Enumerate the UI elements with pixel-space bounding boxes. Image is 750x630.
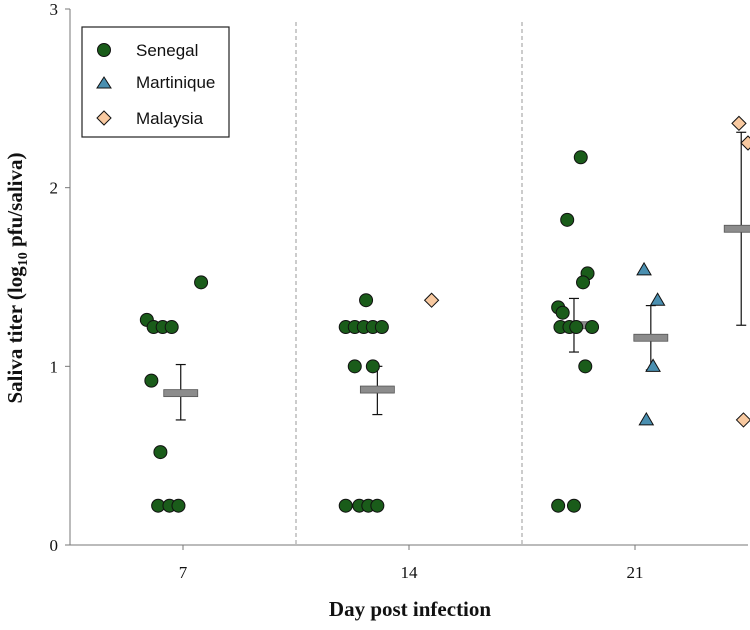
data-point-martinique [638, 411, 655, 426]
data-point-malaysia [731, 115, 747, 132]
y-axis-title: Saliva titer (log10 pfu/saliva) [3, 152, 31, 403]
data-point-senegal [578, 359, 593, 374]
legend: Senegal Martinique Malaysia [81, 26, 230, 138]
data-point-senegal [365, 359, 380, 374]
data-point-senegal [359, 293, 374, 308]
data-point-senegal [560, 212, 575, 227]
x-tick-label: 21 [627, 563, 644, 582]
data-point-senegal [585, 320, 600, 335]
y-tick-label: 1 [50, 357, 59, 376]
data-point-martinique [636, 261, 652, 276]
mean-bar [359, 385, 395, 394]
data-point-senegal [374, 320, 389, 335]
x-tick-label: 14 [401, 563, 419, 582]
data-point-senegal [347, 359, 362, 374]
data-point-senegal [555, 305, 570, 320]
summary-stats [163, 131, 750, 421]
x-ticks: 7 14 21 [179, 545, 644, 582]
legend-marker-martinique [96, 76, 112, 89]
data-point-malaysia [423, 292, 440, 308]
mean-bar [163, 389, 199, 398]
data-point-senegal [338, 498, 353, 513]
data-point-malaysia [740, 135, 750, 151]
y-ticks: 0 1 2 3 [50, 0, 70, 555]
y-tick-label: 3 [50, 0, 59, 19]
data-point-senegal [569, 320, 584, 335]
x-axis-title: Day post infection [329, 597, 491, 621]
data-point-senegal [194, 275, 209, 290]
data-point-senegal [171, 498, 186, 513]
data-point-martinique [645, 358, 661, 372]
data-point-senegal [566, 498, 581, 513]
legend-marker-senegal [97, 43, 111, 57]
legend-label-senegal: Senegal [136, 41, 198, 60]
day-separators [295, 22, 523, 545]
mean-bar [633, 333, 669, 342]
legend-marker-malaysia [96, 110, 112, 126]
data-point-senegal [573, 150, 588, 165]
y-tick-label: 0 [50, 536, 59, 555]
y-tick-label: 2 [50, 179, 59, 198]
data-point-martinique [649, 292, 666, 306]
data-point-senegal [370, 498, 385, 513]
legend-label-martinique: Martinique [136, 73, 215, 92]
mean-bar [723, 224, 750, 233]
data-points [139, 115, 750, 513]
x-tick-label: 7 [179, 563, 188, 582]
data-point-senegal [551, 498, 566, 513]
data-point-senegal [153, 445, 168, 460]
data-point-senegal [144, 373, 159, 388]
legend-label-malaysia: Malaysia [136, 109, 204, 128]
data-point-senegal [164, 320, 179, 335]
data-point-malaysia [735, 412, 750, 428]
data-point-senegal [576, 275, 591, 290]
